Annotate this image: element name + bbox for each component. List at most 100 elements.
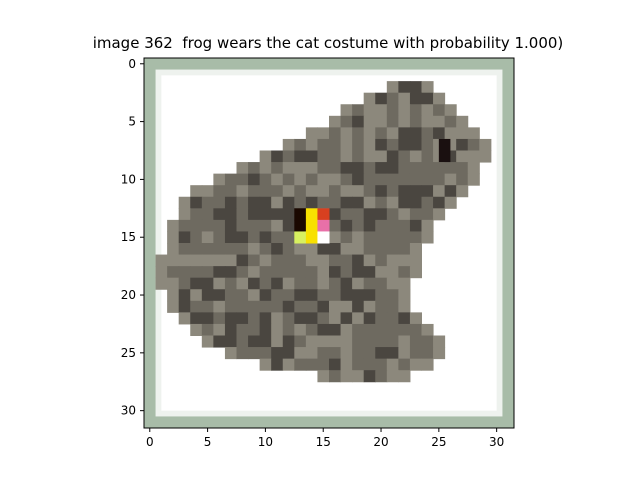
frog-pixel xyxy=(409,312,422,325)
frog-pixel xyxy=(305,127,318,140)
y-axis: 0 5 10 15 20 25 30 xyxy=(121,57,144,418)
adversarial-patch-pixel xyxy=(317,219,330,232)
frog-pixel xyxy=(444,115,457,128)
frog-pixel xyxy=(282,196,295,209)
frog-pixel xyxy=(190,231,203,244)
frog-pixel xyxy=(363,323,376,336)
frog-pixel xyxy=(375,162,388,175)
frog-pixel xyxy=(213,312,226,325)
frog-pixel xyxy=(363,243,376,256)
frog-pixel xyxy=(259,335,272,348)
frog-pixel xyxy=(329,312,342,325)
frog-pixel xyxy=(259,150,272,163)
frog-pixel xyxy=(340,266,353,279)
frog-pixel xyxy=(294,300,307,313)
frog-pixel xyxy=(329,254,342,267)
frog-pixel xyxy=(305,243,318,256)
frog-pixel xyxy=(236,162,249,175)
frog-pixel xyxy=(398,312,411,325)
frog-pixel xyxy=(259,254,272,267)
frog-pixel xyxy=(421,92,434,105)
frog-pixel xyxy=(352,185,365,198)
frog-pixel xyxy=(409,347,422,360)
frog-pixel xyxy=(340,138,353,151)
frog-pixel xyxy=(259,277,272,290)
frog-pixel xyxy=(352,127,365,140)
frog-pixel xyxy=(248,208,261,221)
frog-pixel xyxy=(294,266,307,279)
frog-pixel xyxy=(363,162,376,175)
frog-pixel xyxy=(421,335,434,348)
frog-pixel xyxy=(421,104,434,117)
frog-pixel xyxy=(386,243,399,256)
frog-pixel xyxy=(305,323,318,336)
frog-pixel xyxy=(386,254,399,267)
frog-pixel xyxy=(259,266,272,279)
frog-pixel xyxy=(375,277,388,290)
frog-pixel xyxy=(167,289,180,302)
frog-pixel xyxy=(201,208,214,221)
frog-pixel xyxy=(224,231,237,244)
frog-pixel xyxy=(224,300,237,313)
frog-pixel xyxy=(190,266,203,279)
frog-pixel xyxy=(259,358,272,371)
frog-pixel xyxy=(271,243,284,256)
frog-pixel xyxy=(363,289,376,302)
frog-pixel xyxy=(236,254,249,267)
frog-pixel xyxy=(421,127,434,140)
frog-pixel xyxy=(363,185,376,198)
frog-pixel xyxy=(305,150,318,163)
frog-pixel xyxy=(282,243,295,256)
frog-pixel xyxy=(375,150,388,163)
frog-pixel xyxy=(178,219,191,232)
frog-pixel xyxy=(375,300,388,313)
frog-pixel xyxy=(398,323,411,336)
frog-pixel xyxy=(375,335,388,348)
frog-pixel xyxy=(467,138,480,151)
frog-eye xyxy=(438,138,451,163)
frog-pixel xyxy=(248,231,261,244)
frog-pixel xyxy=(398,185,411,198)
frog-pixel xyxy=(155,277,168,290)
frog-pixel xyxy=(409,196,422,209)
frog-pixel xyxy=(213,185,226,198)
frog-pixel xyxy=(398,370,411,383)
frog-pixel xyxy=(363,266,376,279)
frog-pixel xyxy=(248,335,261,348)
frog-pixel xyxy=(271,208,284,221)
frog-pixel xyxy=(224,289,237,302)
frog-pixel xyxy=(294,254,307,267)
frog-pixel xyxy=(282,150,295,163)
frog-pixel xyxy=(201,231,214,244)
x-tick-label: 10 xyxy=(258,435,273,449)
x-tick-label: 20 xyxy=(373,435,388,449)
frog-pixel xyxy=(317,300,330,313)
frog-pixel xyxy=(259,347,272,360)
frog-pixel xyxy=(236,219,249,232)
frog-pixel xyxy=(386,370,399,383)
frog-pixel xyxy=(294,277,307,290)
frog-pixel xyxy=(409,323,422,336)
frog-pixel xyxy=(329,300,342,313)
frog-pixel xyxy=(271,219,284,232)
frog-pixel xyxy=(421,150,434,163)
frog-pixel xyxy=(398,277,411,290)
frog-pixel xyxy=(201,277,214,290)
frog-pixel xyxy=(305,138,318,151)
frog-pixel xyxy=(456,138,469,151)
frog-pixel xyxy=(294,162,307,175)
frog-pixel xyxy=(409,173,422,186)
frog-pixel xyxy=(236,173,249,186)
adversarial-patch-pixel xyxy=(317,208,330,221)
frog-pixel xyxy=(398,127,411,140)
x-tick-label: 25 xyxy=(431,435,446,449)
frog-pixel xyxy=(282,277,295,290)
frog-pixel xyxy=(329,323,342,336)
frog-pixel xyxy=(178,254,191,267)
frog-pixel xyxy=(259,185,272,198)
frog-pixel xyxy=(444,173,457,186)
frog-pixel xyxy=(363,312,376,325)
frog-pixel xyxy=(167,254,180,267)
frog-pixel xyxy=(444,162,457,175)
frog-pixel xyxy=(282,208,295,221)
